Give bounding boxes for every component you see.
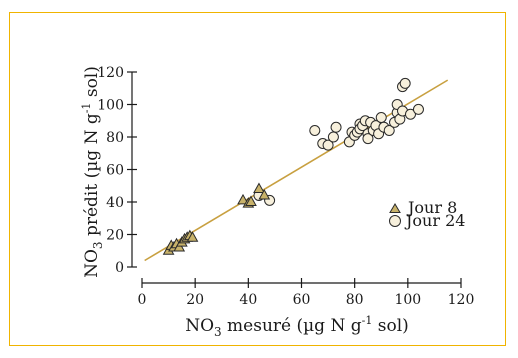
- x-tick-label: 20: [186, 292, 204, 308]
- legend: Jour 8 Jour 24: [389, 198, 465, 230]
- legend-marker-jour-24: [389, 215, 401, 227]
- y-tick-label: 100: [97, 98, 124, 114]
- data-point-jour-8: [258, 188, 271, 200]
- y-tick-label: 0: [115, 260, 124, 276]
- figure-frame: [9, 12, 506, 346]
- data-point-jour-8: [186, 231, 199, 242]
- legend-label-jour-8: Jour 8: [406, 198, 457, 217]
- data-point-jour-24: [330, 121, 342, 133]
- data-point-jour-24: [383, 125, 395, 136]
- x-tick-label: 80: [346, 292, 364, 308]
- data-point-jour-24: [322, 139, 334, 151]
- x-axis-title: NO3 mesuré (µg N g-1 sol): [185, 314, 409, 339]
- data-point-jour-24: [309, 125, 321, 136]
- data-point-jour-24: [327, 131, 339, 143]
- y-tick-label: 120: [97, 65, 124, 81]
- data-point-jour-8: [237, 193, 249, 205]
- data-point-jour-24: [362, 133, 374, 145]
- data-point-jour-24: [399, 77, 411, 89]
- data-point-jour-8: [253, 182, 265, 193]
- legend-marker-jour-8: [389, 203, 401, 213]
- x-tick-label: 120: [448, 292, 475, 308]
- data-point-jour-24: [375, 112, 387, 123]
- data-point-jour-24: [412, 103, 424, 115]
- y-tick-label: 60: [106, 163, 124, 179]
- y-axis-title: NO3 prédit (µg N g-1 sol): [80, 66, 105, 278]
- y-tick-label: 40: [106, 195, 124, 211]
- x-tick-label: 40: [239, 292, 257, 308]
- x-tick-label: 100: [394, 292, 421, 308]
- plot-area: 0 20 40 60 80 100 120 0 20 40 60 80 100 120: [97, 65, 474, 308]
- legend-label-jour-24: Jour 24: [404, 211, 465, 230]
- x-tick-label: 0: [138, 292, 147, 308]
- y-tick-label: 80: [106, 130, 124, 146]
- x-tick-label: 60: [293, 292, 311, 308]
- data-point-jour-8: [245, 195, 257, 206]
- y-tick-label: 20: [106, 228, 124, 244]
- data-point-jour-24: [404, 108, 416, 120]
